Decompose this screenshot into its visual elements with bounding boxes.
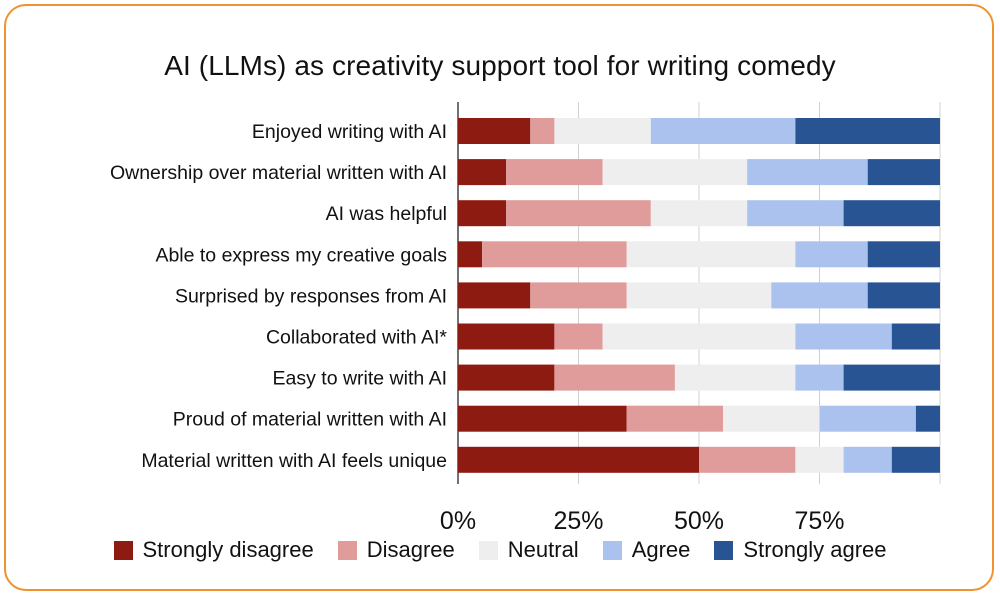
bar-segment bbox=[891, 446, 940, 473]
legend-item: Agree bbox=[602, 537, 691, 563]
bar-segment bbox=[458, 241, 483, 268]
chart-legend: Strongly disagree Disagree Neutral Agree Str… bbox=[0, 537, 1000, 563]
x-tick-label: 50% bbox=[674, 507, 724, 535]
bar-segment bbox=[867, 159, 940, 186]
legend-swatch bbox=[113, 540, 133, 560]
bar-segment bbox=[674, 364, 796, 391]
bar-segment bbox=[843, 200, 940, 227]
legend-swatch bbox=[337, 540, 357, 560]
bar-segment bbox=[650, 200, 748, 227]
bar-segment bbox=[891, 323, 940, 350]
bar-segment bbox=[795, 323, 892, 350]
category-label: Proud of material written with AI bbox=[173, 409, 447, 431]
bar-segment bbox=[602, 159, 748, 186]
bar-segment bbox=[699, 446, 796, 473]
chart-title: AI (LLMs) as creativity support tool for… bbox=[164, 50, 836, 81]
legend-swatch bbox=[602, 540, 622, 560]
x-tick-label: 75% bbox=[794, 507, 844, 535]
bar-segment bbox=[843, 446, 892, 473]
bar-segment bbox=[747, 159, 868, 186]
legend-label: Disagree bbox=[366, 537, 455, 562]
bar-segment bbox=[482, 241, 627, 268]
x-tick-label: 25% bbox=[553, 507, 603, 535]
bar-segment bbox=[747, 200, 844, 227]
bar-segment bbox=[626, 282, 772, 309]
bar-segment bbox=[819, 405, 916, 432]
category-label: Material written with AI feels unique bbox=[141, 450, 447, 472]
legend-label: Neutral bbox=[507, 537, 579, 562]
category-label: Enjoyed writing with AI bbox=[252, 121, 447, 143]
bar-segment bbox=[626, 241, 796, 268]
bar-segment bbox=[626, 405, 724, 432]
legend-item: Strongly agree bbox=[714, 537, 887, 563]
bar-segment bbox=[458, 446, 699, 473]
x-tick-label: 0% bbox=[440, 507, 476, 535]
legend-item: Strongly disagree bbox=[113, 537, 314, 563]
category-label: Ownership over material written with AI bbox=[110, 162, 447, 184]
bar-segment bbox=[915, 405, 940, 432]
bar-segment bbox=[554, 364, 675, 391]
legend-item: Disagree bbox=[337, 537, 455, 563]
legend-swatch bbox=[714, 540, 734, 560]
bar-segment bbox=[795, 118, 940, 144]
category-label: Easy to write with AI bbox=[273, 368, 447, 390]
bar-segment bbox=[867, 241, 940, 268]
bar-segment bbox=[458, 364, 555, 391]
bar-segment bbox=[530, 282, 627, 309]
bar-segment bbox=[867, 282, 940, 309]
bar-segment bbox=[650, 118, 796, 144]
bar-segment bbox=[458, 118, 531, 144]
bar-segment bbox=[771, 282, 868, 309]
category-label: Able to express my creative goals bbox=[155, 244, 447, 266]
bar-segment bbox=[530, 118, 555, 144]
bar-segment bbox=[458, 282, 531, 309]
legend-swatch bbox=[478, 540, 498, 560]
bar-segment bbox=[795, 241, 868, 268]
bar-segment bbox=[506, 159, 603, 186]
bar-segment bbox=[795, 364, 844, 391]
legend-label: Strongly agree bbox=[743, 537, 887, 562]
bar-segment bbox=[723, 405, 820, 432]
bar-segment bbox=[458, 200, 507, 227]
bar-segment bbox=[554, 323, 603, 350]
legend-label: Agree bbox=[631, 537, 691, 562]
bar-segment bbox=[458, 405, 627, 432]
category-label: AI was helpful bbox=[326, 203, 447, 225]
bar-segment bbox=[458, 323, 555, 350]
category-label: Collaborated with AI* bbox=[266, 327, 447, 349]
category-label: Surprised by responses from AI bbox=[175, 285, 447, 307]
bar-segment bbox=[602, 323, 796, 350]
bar-segment bbox=[554, 118, 651, 144]
bar-segment bbox=[843, 364, 940, 391]
legend-label: Strongly disagree bbox=[142, 537, 314, 562]
bar-segment bbox=[506, 200, 651, 227]
bar-segment bbox=[458, 159, 507, 186]
bar-segment bbox=[795, 446, 844, 473]
legend-item: Neutral bbox=[478, 537, 579, 563]
